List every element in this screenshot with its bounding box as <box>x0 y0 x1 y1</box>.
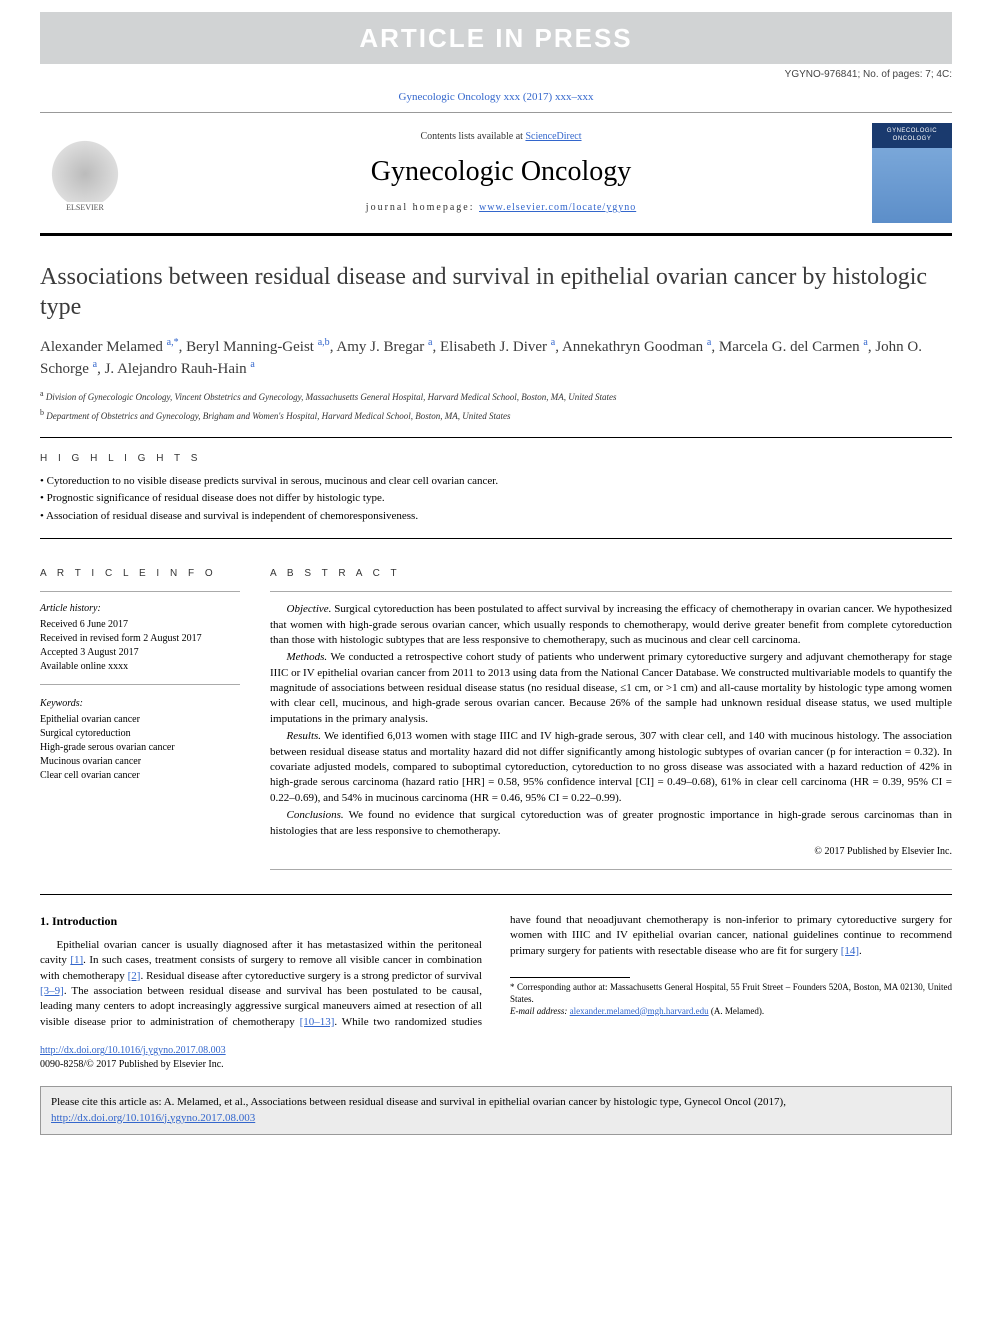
keyword: Surgical cytoreduction <box>40 727 240 741</box>
highlights-list: Cytoreduction to no visible disease pred… <box>40 474 952 524</box>
issn-line: 0090-8258/© 2017 Published by Elsevier I… <box>40 1059 224 1070</box>
footnotes: * Corresponding author at: Massachusetts… <box>510 982 952 1017</box>
citation-link[interactable]: [2] <box>128 970 141 982</box>
article-info: A R T I C L E I N F O Article history: R… <box>40 553 240 880</box>
body-columns: 1. Introduction Epithelial ovarian cance… <box>40 913 952 1030</box>
highlight-item: Prognostic significance of residual dise… <box>40 491 952 506</box>
email-footnote: E-mail address: alexander.melamed@mgh.ha… <box>510 1006 952 1018</box>
highlight-item: Association of residual disease and surv… <box>40 509 952 524</box>
keyword: Mucinous ovarian cancer <box>40 755 240 769</box>
cite-this-article-box: Please cite this article as: A. Melamed,… <box>40 1086 952 1135</box>
article-in-press-banner: ARTICLE IN PRESS <box>40 12 952 64</box>
highlight-item: Cytoreduction to no visible disease pred… <box>40 474 952 489</box>
elsevier-tree-icon <box>50 132 120 202</box>
abstract-copyright: © 2017 Published by Elsevier Inc. <box>270 845 952 859</box>
top-right-meta: YGYNO-976841; No. of pages: 7; 4C: <box>0 64 992 82</box>
author: Marcela G. del Carmen a <box>719 339 868 355</box>
divider <box>40 437 952 438</box>
cover-title-text: GYNECOLOGIC ONCOLOGY <box>872 127 952 144</box>
keywords-heading: Keywords: <box>40 697 240 711</box>
divider <box>270 591 952 592</box>
article-title: Associations between residual disease an… <box>40 262 952 322</box>
homepage-prefix: journal homepage: <box>366 202 479 213</box>
keyword: Clear cell ovarian cancer <box>40 769 240 783</box>
cite-doi-link[interactable]: http://dx.doi.org/10.1016/j.ygyno.2017.0… <box>51 1112 255 1124</box>
divider <box>270 869 952 870</box>
contents-line: Contents lists available at ScienceDirec… <box>130 130 872 144</box>
keyword: Epithelial ovarian cancer <box>40 713 240 727</box>
elsevier-logo: ELSEVIER <box>40 123 130 223</box>
abstract-paragraph: Results. We identified 6,013 women with … <box>270 729 952 806</box>
doi-block: http://dx.doi.org/10.1016/j.ygyno.2017.0… <box>40 1044 952 1072</box>
divider <box>40 591 240 592</box>
journal-homepage-link[interactable]: www.elsevier.com/locate/ygyno <box>479 202 636 213</box>
publisher-name: ELSEVIER <box>66 202 104 213</box>
affiliation: a Division of Gynecologic Oncology, Vinc… <box>40 388 952 404</box>
author: Beryl Manning-Geist a,b <box>186 339 330 355</box>
journal-reference-line: Gynecologic Oncology xxx (2017) xxx–xxx <box>0 82 992 111</box>
citation-link[interactable]: [10–13] <box>300 1016 335 1028</box>
history-line: Received 6 June 2017 <box>40 618 240 632</box>
authors-line: Alexander Melamed a,*, Beryl Manning-Gei… <box>40 336 952 380</box>
abstract-paragraph: Methods. We conducted a retrospective co… <box>270 650 952 727</box>
homepage-line: journal homepage: www.elsevier.com/locat… <box>130 201 872 215</box>
abstract: A B S T R A C T Objective. Surgical cyto… <box>270 553 952 880</box>
history-line: Available online xxxx <box>40 660 240 674</box>
author: Elisabeth J. Diver a <box>440 339 555 355</box>
author: Annekathryn Goodman a <box>562 339 711 355</box>
author: J. Alejandro Rauh-Hain a <box>105 361 255 377</box>
divider <box>40 538 952 539</box>
citation-link[interactable]: [1] <box>70 954 83 966</box>
corresponding-author-footnote: * Corresponding author at: Massachusetts… <box>510 982 952 1005</box>
citation-link[interactable]: [14] <box>841 945 859 957</box>
contents-prefix: Contents lists available at <box>420 131 525 142</box>
history-line: Accepted 3 August 2017 <box>40 646 240 660</box>
divider <box>40 894 952 895</box>
article-info-label: A R T I C L E I N F O <box>40 567 240 581</box>
citation-link[interactable]: [3–9] <box>40 985 64 997</box>
intro-heading: 1. Introduction <box>40 913 482 930</box>
doi-link[interactable]: http://dx.doi.org/10.1016/j.ygyno.2017.0… <box>40 1045 226 1056</box>
keyword: High-grade serous ovarian cancer <box>40 741 240 755</box>
affiliation: b Department of Obstetrics and Gynecolog… <box>40 407 952 423</box>
journal-title: Gynecologic Oncology <box>130 152 872 191</box>
author: Alexander Melamed a,* <box>40 339 179 355</box>
history-line: Received in revised form 2 August 2017 <box>40 632 240 646</box>
corresponding-email-link[interactable]: alexander.melamed@mgh.harvard.edu <box>570 1006 709 1016</box>
highlights-label: H I G H L I G H T S <box>40 452 952 466</box>
abstract-label: A B S T R A C T <box>270 567 952 581</box>
sciencedirect-link[interactable]: ScienceDirect <box>525 131 581 142</box>
history-heading: Article history: <box>40 602 240 616</box>
footnote-separator <box>510 977 630 978</box>
abstract-paragraph: Conclusions. We found no evidence that s… <box>270 808 952 839</box>
abstract-paragraph: Objective. Surgical cytoreduction has be… <box>270 602 952 648</box>
author: Amy J. Bregar a <box>336 339 432 355</box>
masthead: ELSEVIER Contents lists available at Sci… <box>40 112 952 236</box>
divider <box>40 684 240 685</box>
journal-cover-thumbnail: GYNECOLOGIC ONCOLOGY <box>872 123 952 223</box>
